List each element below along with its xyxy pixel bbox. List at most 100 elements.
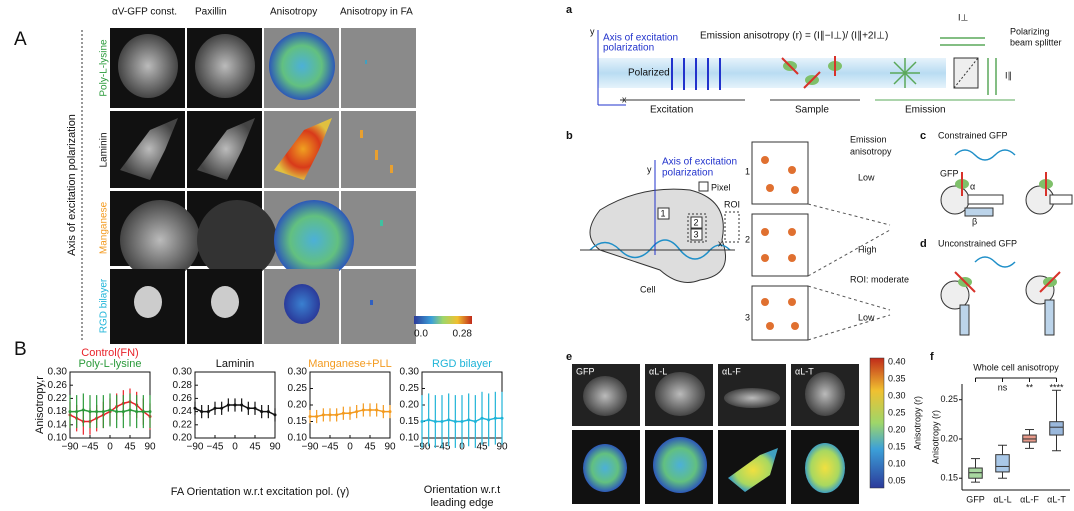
colorbar-tick: 0.10 xyxy=(888,458,906,468)
panel-d: d Unconstrained GFP xyxy=(920,238,1061,336)
panel-label: A xyxy=(14,29,27,50)
panel-b: b y x Axis of excitation polarization Pi… xyxy=(566,130,909,341)
image-label: αL-F xyxy=(722,366,741,376)
image-label: GFP xyxy=(576,366,595,376)
x-tick-label: −45 xyxy=(207,442,224,453)
formula: Emission anisotropy (r) = (I∥−I⊥)/ (I∥+2… xyxy=(700,31,888,42)
significance: **** xyxy=(1049,382,1064,392)
wave xyxy=(589,239,731,260)
subunit-label: β xyxy=(972,216,977,226)
y-tick-label: 0.26 xyxy=(173,393,193,404)
x-tick-label: αL-F xyxy=(1020,494,1039,504)
molecule-boxes xyxy=(751,141,809,341)
axis-letter: y xyxy=(647,164,652,174)
row-label: Poly-L-lysine xyxy=(99,39,110,97)
molecules xyxy=(761,156,799,330)
colorbar-tick: 0.35 xyxy=(888,373,906,383)
column-header: Anisotropy xyxy=(270,7,317,18)
axis-label: Axis of excitation polarization xyxy=(66,114,78,256)
colorbar xyxy=(414,316,472,324)
x-tick-label: GFP xyxy=(966,494,985,504)
y-tick-label: 0.25 xyxy=(400,383,420,394)
subunit-label: α xyxy=(970,181,975,191)
row-label: RGD bilayer xyxy=(99,278,110,333)
series-line xyxy=(70,409,150,413)
column-header: αV-GFP const. xyxy=(112,7,177,18)
y-tick-label: 0.20 xyxy=(173,433,193,444)
gfp-label: GFP xyxy=(940,168,959,178)
intensity-label: I∥ xyxy=(1005,70,1012,80)
stage-label: Emission xyxy=(905,105,946,116)
band-label: Polarized xyxy=(628,68,670,79)
y-tick-label: 0.15 xyxy=(400,416,420,427)
legend-entry: Control(FN) xyxy=(81,347,138,359)
y-tick-label: 0.15 xyxy=(940,473,958,483)
colorbar-label: Anisotropy (r) xyxy=(912,396,922,450)
intensity-label: I⊥ xyxy=(958,12,969,22)
pixel-label: Pixel xyxy=(711,182,731,192)
significance: ** xyxy=(1026,382,1034,392)
x-tick-label: 90 xyxy=(384,442,396,453)
colorbar-tick: 0.15 xyxy=(888,441,906,451)
axis-letter: x xyxy=(622,94,627,104)
x-tick-label: 0 xyxy=(232,442,238,453)
x-tick-label: 45 xyxy=(364,442,376,453)
panel-title: Unconstrained GFP xyxy=(938,238,1017,248)
level-label: Low xyxy=(858,172,875,182)
image-label: αL-T xyxy=(795,366,814,376)
x-tick-label: −90 xyxy=(302,442,319,453)
beam-splitter xyxy=(953,57,979,89)
colorbar xyxy=(869,357,885,489)
box xyxy=(995,454,1010,473)
legend-entry: Manganese+PLL xyxy=(308,358,391,370)
panel-label: f xyxy=(930,351,934,363)
x-tick-label: 45 xyxy=(249,442,261,453)
level-label: Low xyxy=(858,312,875,322)
y-tick-label: 0.25 xyxy=(940,394,958,404)
y-axis-label: Anisotropy (r) xyxy=(930,410,940,464)
y-tick-label: 0.14 xyxy=(48,419,68,430)
row-label: Laminin xyxy=(99,132,110,167)
splitter-label: beam splitter xyxy=(1010,37,1062,47)
y-tick-label: 0.20 xyxy=(940,433,958,443)
region-label: 2 xyxy=(693,217,698,227)
micrographs xyxy=(110,28,416,344)
panel-e: e GFP αL-L αL-F αL-T 0.40 0.35 0.30 0.25… xyxy=(566,351,922,504)
y-tick-label: 0.20 xyxy=(400,400,420,411)
y-tick-label: 0.22 xyxy=(48,393,68,404)
series-line xyxy=(194,404,276,416)
y-tick-label: 0.24 xyxy=(173,406,193,417)
panel-label: e xyxy=(566,351,572,363)
x-axis-label: Orientation w.r.t xyxy=(424,484,500,496)
colorbar-tick: 0.25 xyxy=(888,407,906,417)
excitation-arrows xyxy=(671,58,721,90)
chart-title: Whole cell anisotropy xyxy=(973,362,1059,372)
series-line xyxy=(310,409,390,418)
x-tick-label: −45 xyxy=(82,442,99,453)
axis-label: Axis of excitation xyxy=(603,33,678,44)
y-tick-label: 0.30 xyxy=(288,367,308,378)
y-tick-label: 0.30 xyxy=(400,367,420,378)
axis-label: polarization xyxy=(662,168,713,179)
x-tick-label: 90 xyxy=(496,442,508,453)
x-tick-label: 90 xyxy=(144,442,156,453)
region-label: 1 xyxy=(745,166,750,176)
y-tick-label: 0.22 xyxy=(173,419,193,430)
cell xyxy=(589,188,726,283)
plot-frame xyxy=(309,371,391,439)
image-label: αL-L xyxy=(649,366,667,376)
legend-entry: RGD bilayer xyxy=(432,358,492,370)
colorbar-tick: 0.20 xyxy=(888,424,906,434)
x-tick-label: 45 xyxy=(124,442,136,453)
y-tick-label: 0.25 xyxy=(288,383,308,394)
y-tick-label: 0.10 xyxy=(48,433,68,444)
region-label: 3 xyxy=(693,229,698,239)
splitter-label: Polarizing xyxy=(1010,26,1050,36)
axis-letter: x xyxy=(718,238,723,248)
panel-label: d xyxy=(920,238,927,250)
series-line xyxy=(421,417,502,423)
axis-letter: y xyxy=(590,26,595,36)
panel-a: a y x Axis of excitation polarization Em… xyxy=(566,4,1062,116)
